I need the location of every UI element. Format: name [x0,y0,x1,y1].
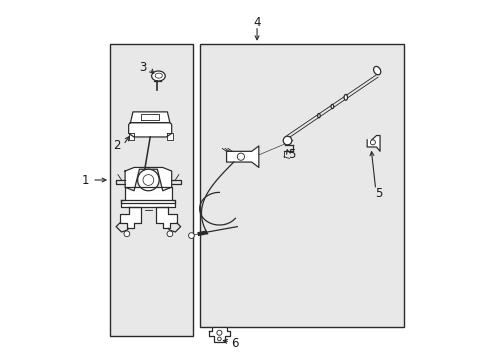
Polygon shape [121,200,175,207]
Bar [199,44,403,327]
Circle shape [369,140,375,145]
Circle shape [124,231,129,237]
Polygon shape [128,123,171,137]
Ellipse shape [373,66,380,75]
Polygon shape [130,112,169,123]
Ellipse shape [330,104,333,109]
Circle shape [217,330,222,335]
Ellipse shape [317,113,320,118]
Text: 3: 3 [139,60,147,73]
Circle shape [217,337,221,341]
Polygon shape [155,207,177,228]
Text: 6: 6 [230,337,238,350]
Polygon shape [366,135,379,151]
Text: 5: 5 [287,148,295,161]
Bar [110,44,192,336]
Text: 4: 4 [253,16,260,29]
Circle shape [142,175,153,185]
Polygon shape [120,207,141,228]
Circle shape [167,231,172,237]
Circle shape [237,153,244,160]
Polygon shape [128,134,134,140]
Text: 1: 1 [82,174,89,186]
Ellipse shape [155,73,162,78]
Circle shape [283,136,291,145]
Polygon shape [226,146,258,167]
Ellipse shape [151,71,165,81]
Text: 5: 5 [374,187,381,200]
Circle shape [188,233,194,238]
Ellipse shape [344,94,347,100]
Polygon shape [125,167,171,191]
Polygon shape [121,187,175,203]
Circle shape [137,169,159,191]
Text: 2: 2 [113,139,121,152]
Polygon shape [208,327,230,342]
Polygon shape [167,134,172,140]
